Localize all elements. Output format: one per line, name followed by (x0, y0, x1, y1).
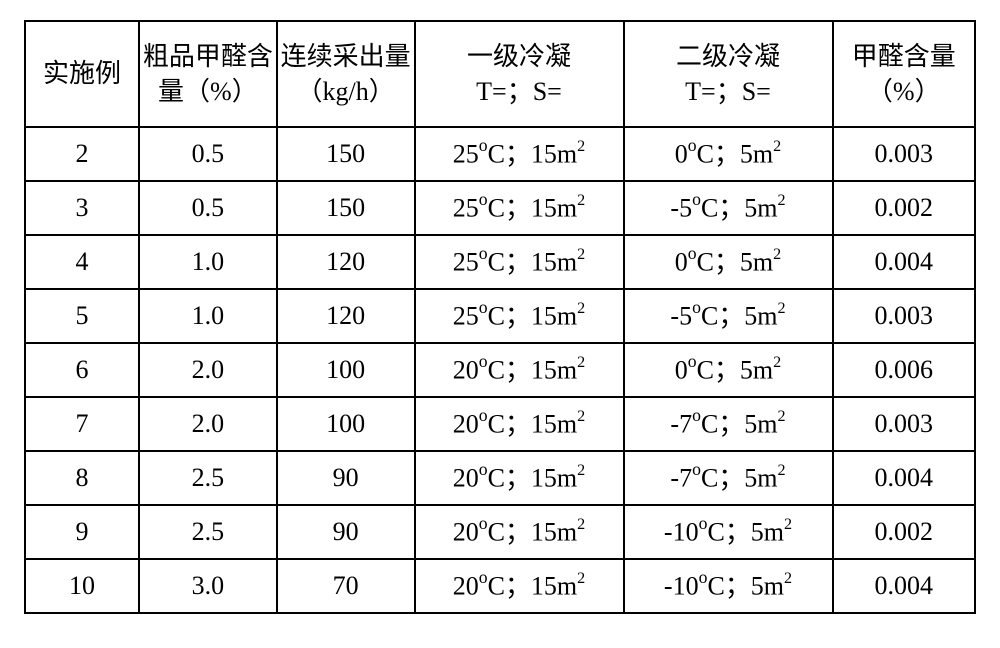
cell-stage1-cond: 20oC；15m2 (415, 451, 624, 505)
header-row: 实施例 粗品甲醛含 量（%） 连续采出量 （kg/h） (25, 21, 975, 127)
cell-hcho-pct: 0.006 (833, 343, 976, 397)
table-row: 72.010020oC；15m2-7oC；5m20.003 (25, 397, 975, 451)
cell-stage2-cond: -10oC；5m2 (624, 559, 833, 613)
table-row: 62.010020oC；15m20oC；5m20.006 (25, 343, 975, 397)
cell-stage2-cond: 0oC；5m2 (624, 343, 833, 397)
cell-continuous-rate: 100 (277, 343, 415, 397)
cell-continuous-rate: 120 (277, 235, 415, 289)
cell-example-no: 7 (25, 397, 139, 451)
cell-crude-hcho-pct: 2.5 (139, 505, 277, 559)
cell-crude-hcho-pct: 3.0 (139, 559, 277, 613)
cell-stage2-cond: -5oC；5m2 (624, 289, 833, 343)
cell-hcho-pct: 0.004 (833, 235, 976, 289)
header-text: T=；S= (685, 77, 771, 106)
cell-example-no: 2 (25, 127, 139, 181)
cell-stage2-cond: 0oC；5m2 (624, 127, 833, 181)
cell-crude-hcho-pct: 0.5 (139, 127, 277, 181)
table-body: 20.515025oC；15m20oC；5m20.00330.515025oC；… (25, 127, 975, 613)
cell-example-no: 3 (25, 181, 139, 235)
cell-stage1-cond: 25oC；15m2 (415, 127, 624, 181)
cell-continuous-rate: 100 (277, 397, 415, 451)
header-text: 粗品甲醛含 (143, 42, 273, 71)
table-row: 20.515025oC；15m20oC；5m20.003 (25, 127, 975, 181)
col-header-stage2: 二级冷凝 T=；S= (624, 21, 833, 127)
col-header-rate: 连续采出量 （kg/h） (277, 21, 415, 127)
cell-example-no: 4 (25, 235, 139, 289)
cell-stage2-cond: -7oC；5m2 (624, 397, 833, 451)
header-text: （kg/h） (297, 77, 395, 106)
cell-hcho-pct: 0.004 (833, 559, 976, 613)
cell-continuous-rate: 150 (277, 127, 415, 181)
cell-stage2-cond: -5oC；5m2 (624, 181, 833, 235)
cell-stage1-cond: 25oC；15m2 (415, 181, 624, 235)
cell-continuous-rate: 70 (277, 559, 415, 613)
cell-continuous-rate: 90 (277, 505, 415, 559)
cell-example-no: 9 (25, 505, 139, 559)
cell-hcho-pct: 0.003 (833, 397, 976, 451)
col-header-example-no: 实施例 (25, 21, 139, 127)
cell-stage1-cond: 20oC；15m2 (415, 559, 624, 613)
table-row: 41.012025oC；15m20oC；5m20.004 (25, 235, 975, 289)
cell-stage1-cond: 20oC；15m2 (415, 343, 624, 397)
cell-crude-hcho-pct: 2.0 (139, 343, 277, 397)
table-row: 30.515025oC；15m2-5oC；5m20.002 (25, 181, 975, 235)
header-text: 一级冷凝 (467, 42, 571, 71)
cell-crude-hcho-pct: 0.5 (139, 181, 277, 235)
cell-hcho-pct: 0.003 (833, 289, 976, 343)
header-text: 实施例 (43, 59, 121, 88)
cell-stage2-cond: -10oC；5m2 (624, 505, 833, 559)
header-text: 二级冷凝 (676, 42, 780, 71)
cell-example-no: 8 (25, 451, 139, 505)
cell-example-no: 5 (25, 289, 139, 343)
header-text: 甲醛含量 (852, 42, 956, 71)
cell-hcho-pct: 0.003 (833, 127, 976, 181)
cell-crude-hcho-pct: 2.5 (139, 451, 277, 505)
header-text: 连续采出量 (281, 42, 411, 71)
header-text: （%） (867, 77, 941, 106)
cell-example-no: 6 (25, 343, 139, 397)
cell-stage1-cond: 25oC；15m2 (415, 289, 624, 343)
col-header-hcho: 甲醛含量 （%） (833, 21, 976, 127)
cell-continuous-rate: 120 (277, 289, 415, 343)
table-row: 51.012025oC；15m2-5oC；5m20.003 (25, 289, 975, 343)
header-text: T=；S= (476, 77, 562, 106)
page-root: 实施例 粗品甲醛含 量（%） 连续采出量 （kg/h） (0, 0, 1000, 648)
cell-crude-hcho-pct: 2.0 (139, 397, 277, 451)
table-row: 103.07020oC；15m2-10oC；5m20.004 (25, 559, 975, 613)
data-table: 实施例 粗品甲醛含 量（%） 连续采出量 （kg/h） (24, 20, 976, 614)
cell-crude-hcho-pct: 1.0 (139, 235, 277, 289)
table-head: 实施例 粗品甲醛含 量（%） 连续采出量 （kg/h） (25, 21, 975, 127)
col-header-crude-hcho: 粗品甲醛含 量（%） (139, 21, 277, 127)
col-header-stage1: 一级冷凝 T=；S= (415, 21, 624, 127)
cell-stage1-cond: 20oC；15m2 (415, 505, 624, 559)
header-text: 量（%） (158, 77, 258, 106)
cell-example-no: 10 (25, 559, 139, 613)
cell-hcho-pct: 0.002 (833, 505, 976, 559)
cell-crude-hcho-pct: 1.0 (139, 289, 277, 343)
table-row: 92.59020oC；15m2-10oC；5m20.002 (25, 505, 975, 559)
cell-stage1-cond: 25oC；15m2 (415, 235, 624, 289)
cell-hcho-pct: 0.004 (833, 451, 976, 505)
cell-continuous-rate: 150 (277, 181, 415, 235)
cell-continuous-rate: 90 (277, 451, 415, 505)
cell-hcho-pct: 0.002 (833, 181, 976, 235)
cell-stage2-cond: 0oC；5m2 (624, 235, 833, 289)
table-row: 82.59020oC；15m2-7oC；5m20.004 (25, 451, 975, 505)
cell-stage1-cond: 20oC；15m2 (415, 397, 624, 451)
cell-stage2-cond: -7oC；5m2 (624, 451, 833, 505)
